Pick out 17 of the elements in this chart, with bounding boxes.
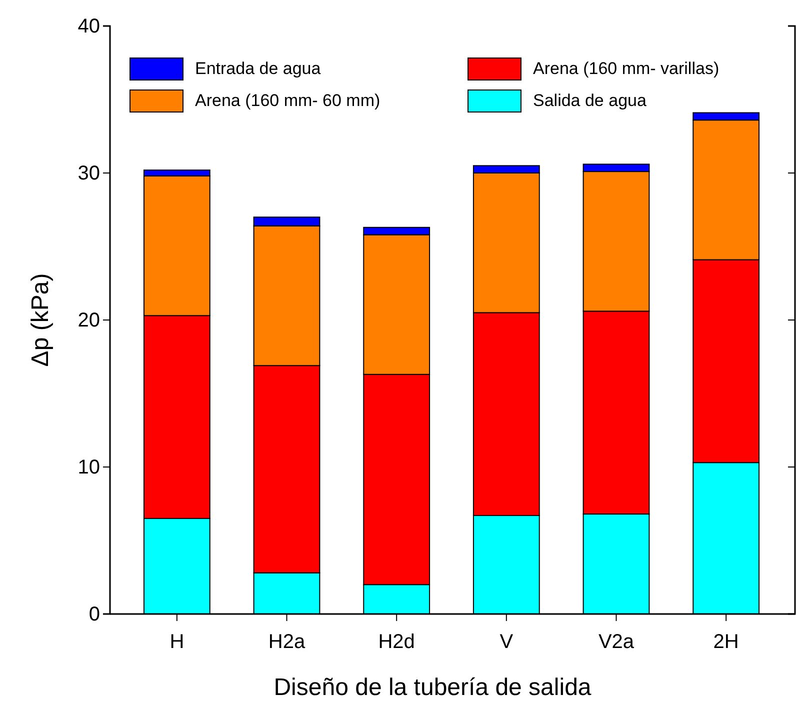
- y-tick-label: 20: [78, 309, 100, 332]
- x-tick-label: 2H: [713, 631, 739, 653]
- x-tick-label: V: [500, 631, 514, 653]
- y-tick-label: 0: [88, 603, 100, 626]
- x-tick-label: H2a: [268, 631, 306, 653]
- legend-label: Salida de agua: [533, 91, 647, 110]
- y-tick-label: 30: [78, 162, 100, 184]
- x-tick-label: V2a: [598, 631, 635, 653]
- legend-label: Entrada de agua: [195, 59, 322, 78]
- x-tick-label: H2d: [378, 631, 415, 653]
- y-tick-label: 40: [78, 15, 100, 38]
- legend-label: Arena (160 mm- varillas): [533, 59, 720, 78]
- legend-label: Arena (160 mm- 60 mm): [195, 91, 380, 110]
- y-tick-label: 10: [78, 456, 100, 478]
- x-axis-title: Diseño de la tubería de salida: [274, 674, 592, 701]
- x-tick-label: H: [170, 631, 184, 653]
- y-axis-title: Δp (kPa): [27, 273, 54, 367]
